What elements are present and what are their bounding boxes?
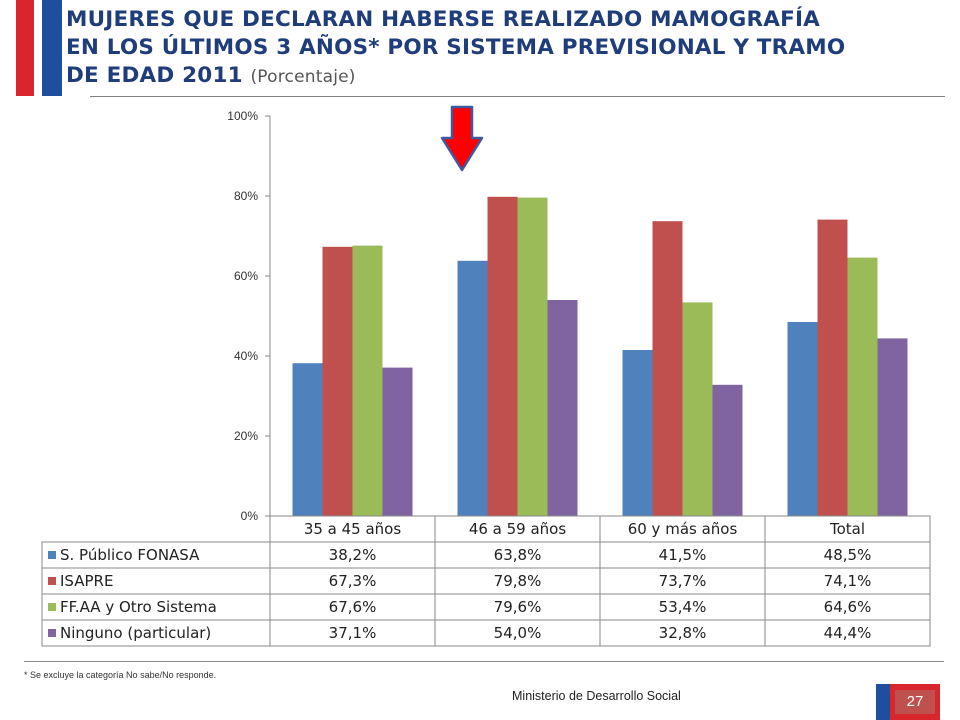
x-category-label: 35 a 45 años: [304, 520, 402, 538]
bar: [457, 260, 488, 516]
bar-chart: 0% 20% 40% 60% 80% 100% 35 a 45 años 46 a 59 añ…: [41, 105, 931, 647]
down-arrow-icon: [440, 105, 484, 172]
data-value-label: 37,1%: [329, 624, 377, 642]
data-value-label: 41,5%: [659, 546, 707, 564]
bar: [877, 338, 908, 516]
data-value-label: 74,1%: [824, 572, 872, 590]
bar: [682, 302, 713, 516]
data-value-label: 54,0%: [494, 624, 542, 642]
legend-swatch: [48, 551, 56, 559]
data-value-label: 73,7%: [659, 572, 707, 590]
flag-red-stripe: [16, 0, 34, 96]
y-tick-label: 40%: [234, 349, 258, 363]
legend-swatch: [48, 603, 56, 611]
title-line-3: DE EDAD 2011: [66, 63, 243, 88]
bar: [292, 363, 323, 516]
bar: [322, 246, 353, 517]
data-value-label: 32,8%: [659, 624, 707, 642]
flag-blue-stripe: [42, 0, 62, 96]
data-value-label: 67,6%: [329, 598, 377, 616]
bar: [712, 384, 743, 516]
bar: [352, 245, 383, 516]
footnote: * Se excluye la categoría No sabe/No res…: [24, 670, 217, 680]
bar: [652, 221, 683, 516]
legend-series-name: ISAPRE: [60, 572, 113, 590]
bar: [817, 219, 848, 516]
flag-white-stripe: [34, 0, 42, 96]
bar: [847, 257, 878, 516]
ministry-name: Ministerio de Desarrollo Social: [512, 689, 681, 703]
title-line-1: MUJERES QUE DECLARAN HABERSE REALIZADO M…: [66, 7, 820, 32]
data-value-label: 44,4%: [824, 624, 872, 642]
slide-title: MUJERES QUE DECLARAN HABERSE REALIZADO M…: [66, 6, 956, 91]
title-subtitle: (Porcentaje): [250, 67, 356, 87]
y-tick-label: 60%: [234, 269, 258, 283]
bar: [517, 197, 548, 516]
legend-series-name: FF.AA y Otro Sistema: [60, 598, 217, 616]
data-value-label: 67,3%: [329, 572, 377, 590]
y-tick-label: 0%: [241, 509, 259, 523]
page-number: 27: [895, 690, 935, 714]
legend-swatch: [48, 629, 56, 637]
x-category-label: Total: [829, 520, 865, 538]
data-value-label: 79,6%: [494, 598, 542, 616]
data-value-label: 38,2%: [329, 546, 377, 564]
title-line-2: EN LOS ÚLTIMOS 3 AÑOS* POR SISTEMA PREVI…: [66, 35, 846, 60]
footer-divider: [24, 661, 944, 662]
x-category-label: 60 y más años: [628, 520, 738, 538]
data-value-label: 63,8%: [494, 546, 542, 564]
legend-swatch: [48, 577, 56, 585]
y-tick-label: 20%: [234, 429, 258, 443]
title-divider: [90, 96, 945, 97]
data-value-label: 79,8%: [494, 572, 542, 590]
legend-series-name: Ninguno (particular): [60, 624, 211, 642]
data-value-label: 53,4%: [659, 598, 707, 616]
bar: [382, 367, 413, 516]
bar: [622, 350, 653, 516]
legend-series-name: S. Público FONASA: [60, 546, 200, 564]
x-category-label: 46 a 59 años: [469, 520, 567, 538]
bar: [487, 196, 518, 517]
bar: [787, 322, 818, 516]
y-tick-label: 100%: [227, 109, 258, 123]
y-tick-label: 80%: [234, 189, 258, 203]
data-value-label: 48,5%: [824, 546, 872, 564]
bar: [547, 300, 578, 516]
data-value-label: 64,6%: [824, 598, 872, 616]
